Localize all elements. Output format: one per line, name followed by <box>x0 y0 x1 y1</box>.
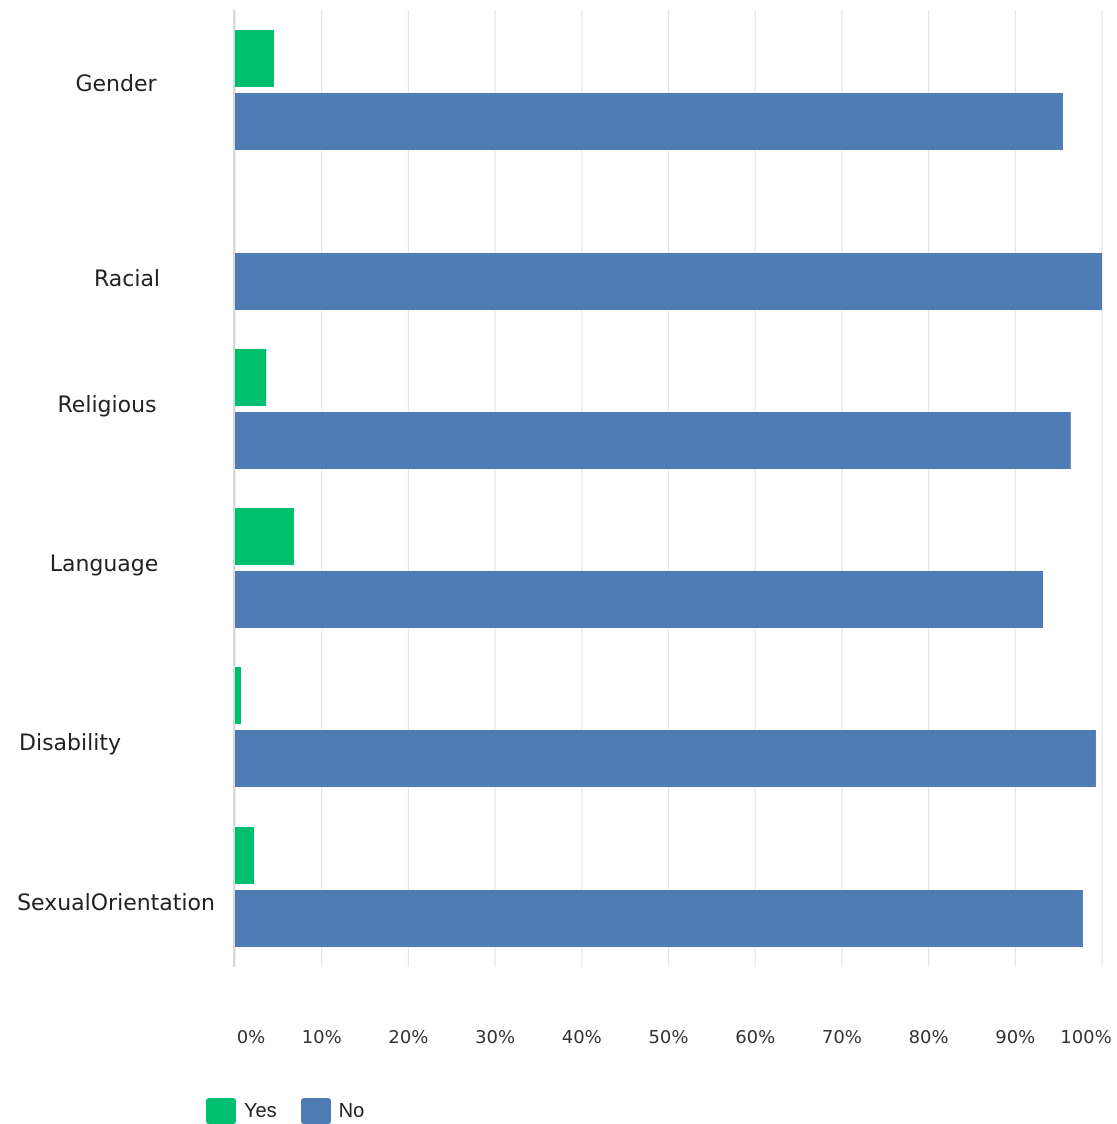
category-label-racial: Racial <box>94 267 160 292</box>
grid-lines <box>234 10 1103 967</box>
x-tick-label: 100% <box>1060 1027 1111 1048</box>
bar-no-gender <box>235 93 1063 150</box>
x-tick-label: 50% <box>648 1027 688 1048</box>
legend-label-yes: Yes <box>244 1099 277 1122</box>
x-tick-label: 80% <box>909 1027 949 1048</box>
category-label-gender: Gender <box>75 72 157 97</box>
bar-no-religious <box>235 412 1071 469</box>
legend-swatch-yes <box>206 1098 236 1124</box>
bar-yes-language <box>235 508 294 565</box>
x-tick-labels: 0% 10% 20% 30% 40% 50% 60% 70% 80% 90% 100% <box>237 1027 1112 1048</box>
x-tick-label: 20% <box>388 1027 428 1048</box>
category-label-disability: Disability <box>19 731 121 756</box>
bar-yes-disability <box>235 667 242 724</box>
x-tick-label: 70% <box>822 1027 862 1048</box>
bar-no-disability <box>235 730 1096 787</box>
bar-yes-gender <box>235 30 275 87</box>
bar-yes-religious <box>235 349 267 406</box>
x-tick-label: 60% <box>735 1027 775 1048</box>
legend-item-yes: Yes <box>206 1098 277 1124</box>
x-tick-label: 30% <box>475 1027 515 1048</box>
bar-no-racial <box>235 253 1102 310</box>
category-label-language: Language <box>50 552 159 577</box>
bars <box>235 30 1102 947</box>
x-tick-label: 10% <box>302 1027 342 1048</box>
legend: Yes No <box>206 1098 388 1124</box>
bar-no-sexualorientation <box>235 890 1083 947</box>
x-tick-label: 90% <box>995 1027 1035 1048</box>
legend-label-no: No <box>338 1099 365 1122</box>
x-tick-label: 40% <box>562 1027 602 1048</box>
category-label-religious: Religious <box>58 393 157 418</box>
legend-item-no: No <box>300 1098 365 1124</box>
bar-yes-sexualorientation <box>235 827 255 884</box>
bar-no-language <box>235 571 1044 628</box>
legend-swatch-no <box>300 1098 331 1124</box>
category-labels: Gender Racial Religious Language Disability S… <box>17 72 215 916</box>
category-label-sexualorientation: SexualOrientation <box>17 891 215 916</box>
x-tick-label: 0% <box>237 1027 266 1048</box>
